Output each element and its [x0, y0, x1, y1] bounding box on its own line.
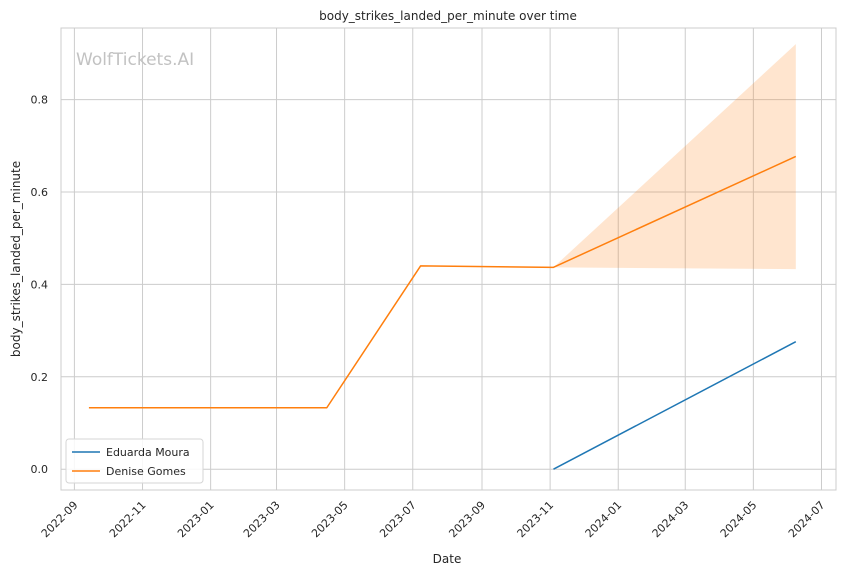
y-axis-label: body_strikes_landed_per_minute	[9, 161, 23, 357]
series-lines-layer	[88, 155, 797, 470]
y-tick-label: 0.0	[31, 463, 49, 476]
x-axis-label: Date	[433, 552, 462, 566]
legend: Eduarda Moura Denise Gomes	[65, 438, 204, 484]
y-tick-labels: 0.0 0.2 0.4 0.6 0.8	[31, 94, 49, 477]
legend-box	[65, 438, 204, 484]
grid-layer	[61, 28, 836, 490]
y-tick-label: 0.4	[31, 278, 49, 291]
series-line-denise-gomes	[88, 155, 797, 409]
legend-label-eduarda-moura: Eduarda Moura	[106, 446, 190, 459]
confidence-band-layer	[553, 44, 796, 270]
chart-title: body_strikes_landed_per_minute over time	[319, 9, 577, 23]
watermark: WolfTickets.AI	[76, 50, 194, 70]
y-tick-label: 0.6	[31, 186, 49, 199]
confidence-band-denise-gomes	[553, 44, 796, 270]
y-tick-label: 0.2	[31, 371, 49, 384]
y-tick-label: 0.8	[31, 94, 49, 107]
legend-label-denise-gomes: Denise Gomes	[106, 465, 186, 478]
series-line-eduarda-moura	[553, 341, 797, 470]
plot-frame	[60, 27, 837, 491]
